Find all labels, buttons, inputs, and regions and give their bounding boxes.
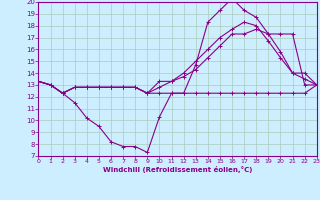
X-axis label: Windchill (Refroidissement éolien,°C): Windchill (Refroidissement éolien,°C) [103,166,252,173]
